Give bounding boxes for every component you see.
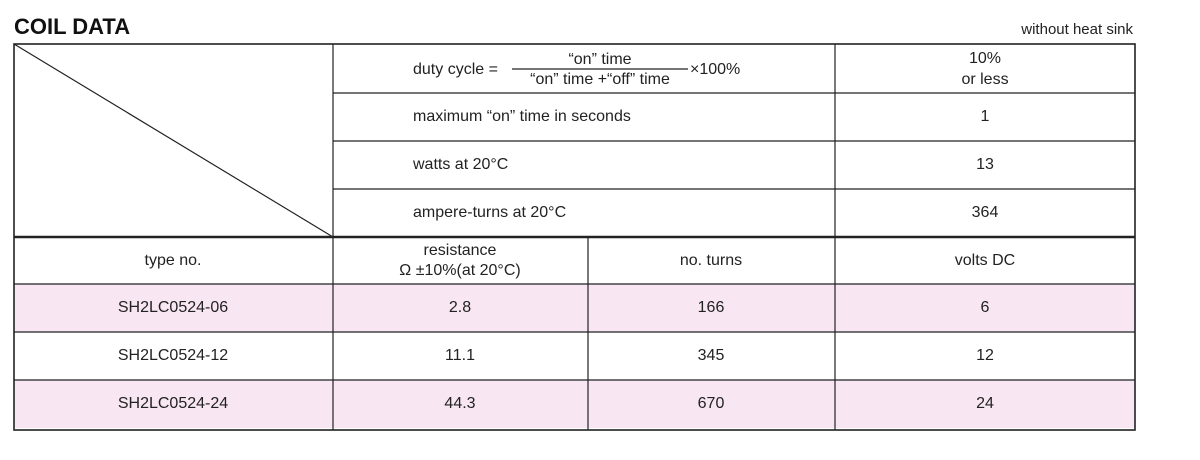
note: without heat sink	[1020, 21, 1133, 38]
table-grid	[13, 43, 1136, 431]
condition-value: or less	[961, 71, 1008, 88]
table-cell: 6	[981, 299, 990, 316]
type-number: SH2LC0524-06	[118, 299, 228, 316]
condition-value: 13	[976, 156, 994, 173]
table-cell: 2.8	[449, 299, 471, 316]
condition-label: ampere-turns at 20°C	[413, 204, 566, 221]
row-shading	[14, 284, 1135, 428]
table-cell: 670	[698, 395, 725, 412]
table-cell: 44.3	[444, 395, 475, 412]
table-cell: 166	[698, 299, 725, 316]
condition-label: maximum “on” time in seconds	[413, 108, 631, 125]
condition-value: 364	[972, 204, 999, 221]
condition-label: duty cycle =	[413, 61, 498, 78]
column-header: type no.	[145, 252, 202, 269]
table-body: SH2LC0524-06 2.8 166 6 SH2LC0524-12 11.1 345 12…	[118, 299, 994, 412]
formula-numerator: “on” time	[568, 51, 631, 68]
column-header: Ω ±10%(at 20°C)	[399, 262, 520, 279]
shaded-row	[14, 380, 1135, 428]
table-cell: 24	[976, 395, 994, 412]
column-header: no. turns	[680, 252, 742, 269]
condition-value: 1	[981, 108, 990, 125]
title: COIL DATA	[14, 14, 130, 39]
table-cell: 11.1	[445, 347, 475, 364]
column-header: volts DC	[955, 252, 1015, 269]
table-cell: 345	[698, 347, 725, 364]
formula-denominator: “on” time +“off” time	[530, 71, 670, 88]
duty-cycle: duty cycle = “on” time “on” time +“off” …	[413, 50, 1009, 88]
condition-value: 10%	[969, 50, 1001, 67]
shaded-row	[14, 284, 1135, 332]
type-number: SH2LC0524-24	[118, 395, 228, 412]
column-header: resistance	[424, 242, 497, 259]
diagonal	[13, 43, 334, 238]
condition-label: watts at 20°C	[412, 156, 508, 173]
formula-multiplier: ×100%	[690, 61, 740, 78]
type-number: SH2LC0524-12	[118, 347, 228, 364]
table-cell: 12	[976, 347, 994, 364]
